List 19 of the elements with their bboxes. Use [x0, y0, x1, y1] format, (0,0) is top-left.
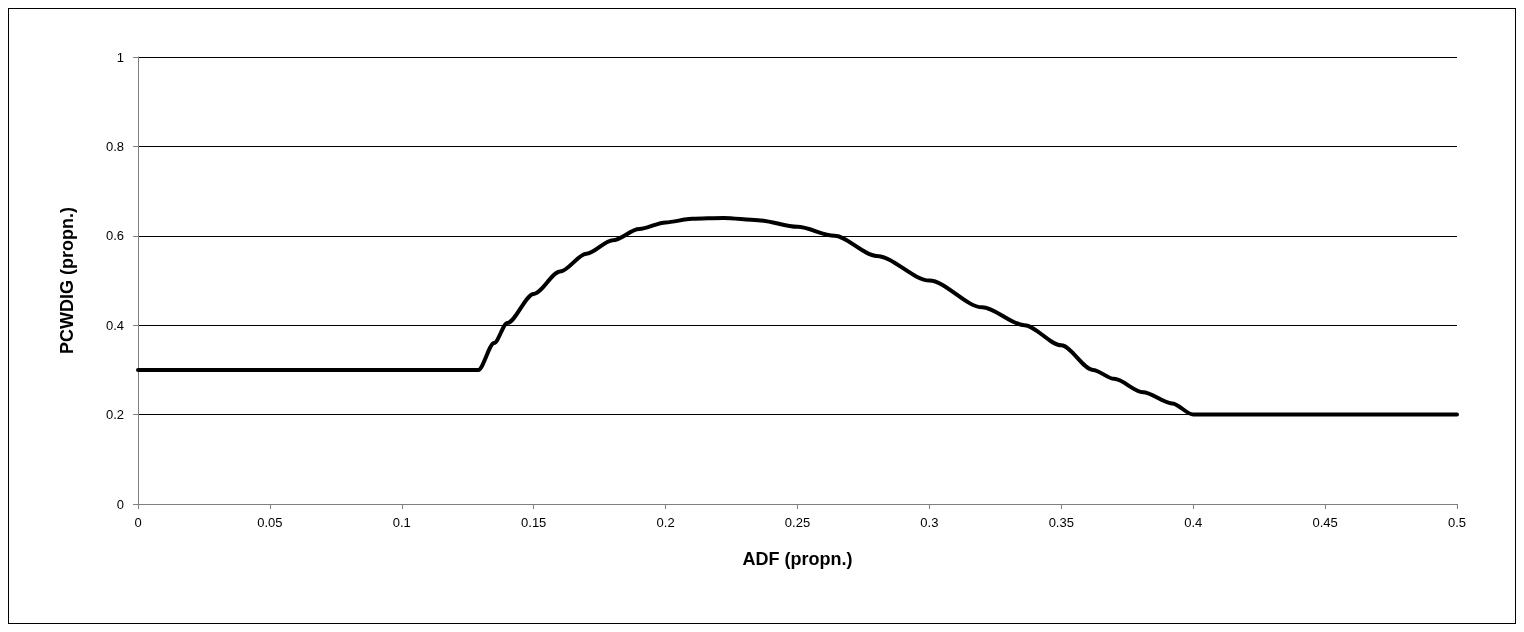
- x-tick-label: 0.5: [1447, 515, 1467, 530]
- x-tick-label: 0.3: [920, 515, 939, 530]
- y-tick-label: 0.8: [105, 138, 124, 154]
- x-tick-label: 0: [134, 515, 142, 530]
- y-tick-label: 0.6: [105, 228, 124, 244]
- x-tick-label: 0.4: [1184, 515, 1203, 530]
- y-tick-label: 1: [116, 49, 124, 65]
- y-axis-title: PCWDIG (propn.): [57, 207, 77, 354]
- y-tick-label: 0: [116, 496, 124, 512]
- x-tick-label: 0.1: [392, 515, 411, 530]
- x-tick-label: 0.2: [656, 515, 675, 530]
- x-tick-label: 0.05: [257, 515, 283, 530]
- y-tick-label: 0.4: [105, 317, 124, 333]
- y-tick-label: 0.2: [105, 407, 124, 423]
- x-tick-label: 0.15: [521, 515, 547, 530]
- x-tick-label: 0.35: [1048, 515, 1074, 530]
- x-axis-title: ADF (propn.): [742, 549, 853, 569]
- x-tick-label: 0.45: [1312, 515, 1338, 530]
- x-tick-label: 0.25: [784, 515, 811, 530]
